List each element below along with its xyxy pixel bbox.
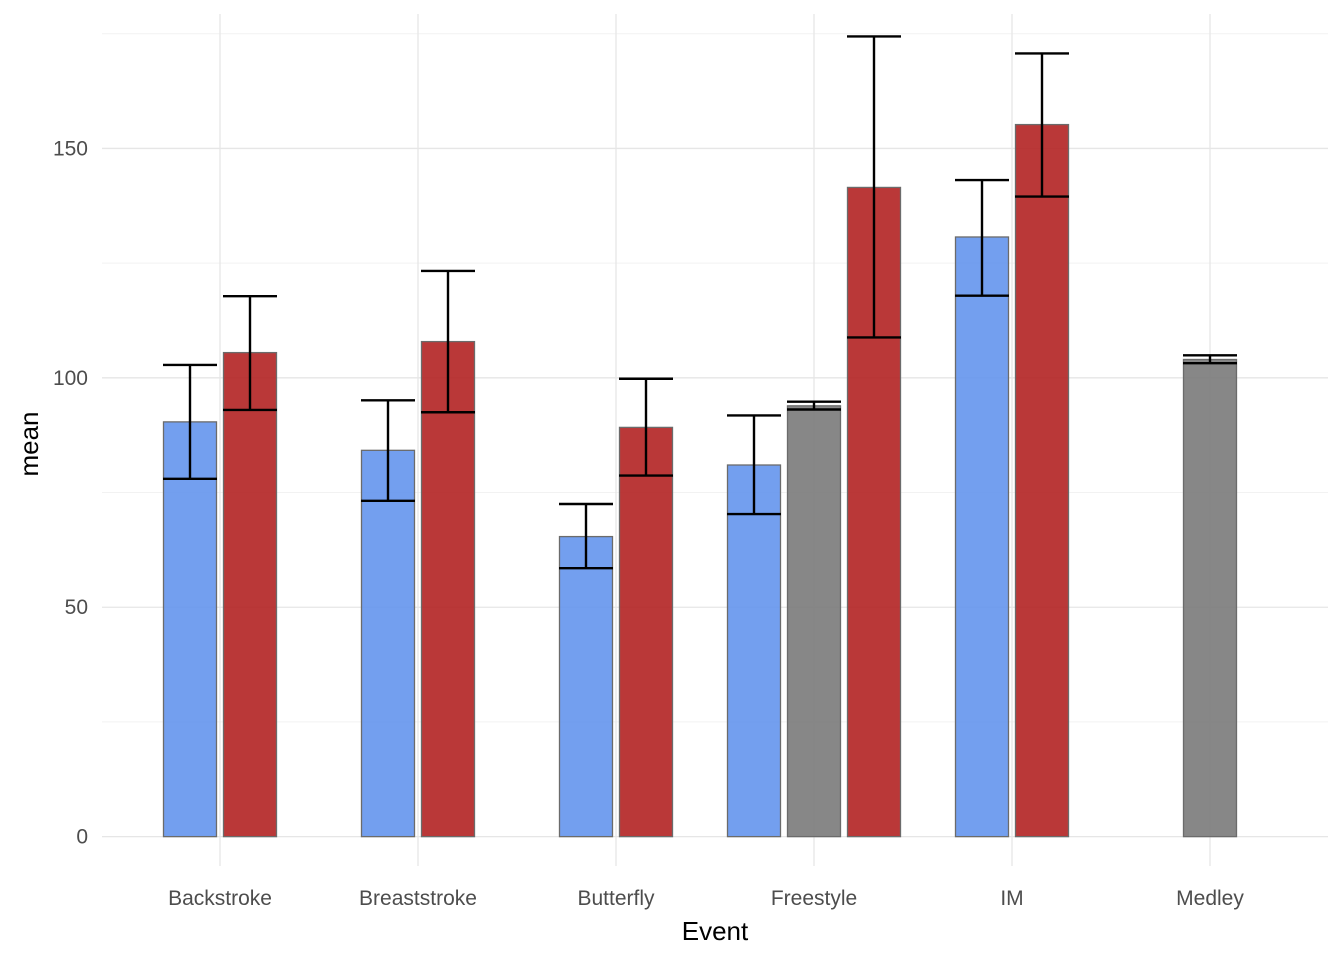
grid-layer — [102, 14, 1328, 866]
y-tick-label: 150 — [53, 137, 88, 160]
bar-breaststroke-0 — [360, 449, 416, 838]
y-tick-label: 50 — [65, 596, 88, 619]
bar-butterfly-1 — [618, 426, 674, 838]
bar-backstroke-1 — [222, 351, 278, 838]
bar-medley-0 — [1182, 358, 1238, 838]
bar-backstroke-0 — [162, 421, 218, 838]
bar-butterfly-0 — [558, 535, 614, 838]
x-axis-title: Event — [682, 916, 749, 946]
bar-freestyle-1 — [786, 405, 842, 838]
x-tick-label: Freestyle — [771, 887, 857, 910]
x-tick-label: Backstroke — [168, 887, 272, 910]
bar-freestyle-0 — [726, 464, 782, 838]
bar-im-1 — [1014, 123, 1070, 838]
y-tick-label: 100 — [53, 367, 88, 390]
x-tick-label: Butterfly — [577, 887, 655, 910]
errorbars-layer — [163, 35, 1237, 570]
bar-breaststroke-1 — [420, 340, 476, 838]
x-tick-label: Breaststroke — [359, 887, 477, 910]
y-tick-label: 0 — [76, 826, 88, 849]
bar-im-0 — [954, 236, 1010, 838]
bars-layer — [162, 123, 1238, 838]
x-tick-label: Medley — [1176, 887, 1244, 910]
y-axis-title: mean — [14, 411, 44, 476]
tick-labels-layer: 0 50 100 150 Backstroke Breaststroke Butterfly… — [53, 137, 1244, 910]
x-tick-label: IM — [1000, 887, 1023, 910]
